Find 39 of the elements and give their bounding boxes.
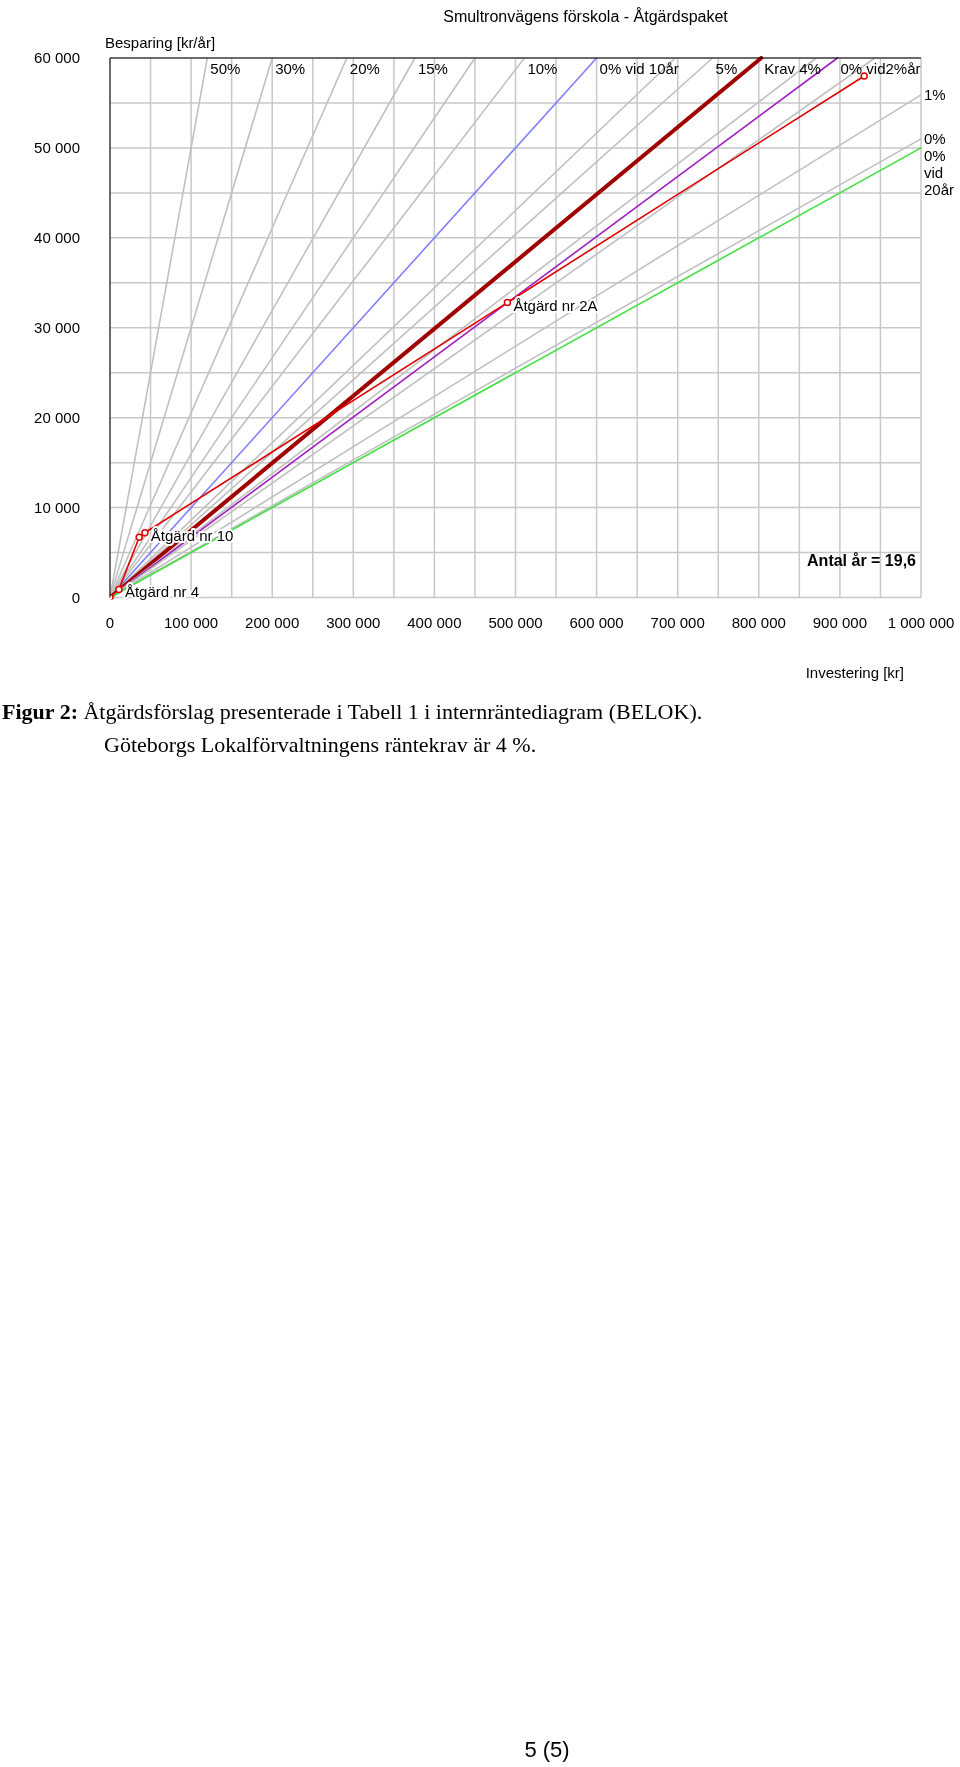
series-label: 0% vid 10år <box>599 60 679 77</box>
series-label: 15% <box>417 60 448 77</box>
y-tick-label: 30 000 <box>34 318 80 336</box>
y-tick-label: 20 000 <box>34 408 80 426</box>
x-tick-label: 1 000 000 <box>887 613 955 631</box>
series-label: 20% <box>349 60 380 77</box>
x-tick-label: 300 000 <box>326 613 381 631</box>
annotation: Åtgärd nr 4 <box>124 583 200 601</box>
series-label: 0% vid2%år <box>840 60 921 77</box>
y-tick-label: 0 <box>71 588 80 606</box>
series-label: 0% <box>924 129 946 147</box>
series-label: 1% <box>924 85 946 103</box>
series-label: 50% <box>210 60 241 77</box>
chart-title: Smultronvägens förskola - Åtgärdspaket <box>443 7 729 25</box>
text: Göteborgs Lokalförvaltningens räntekrav är 4 %. <box>104 732 537 757</box>
x-axis-title: Investering [kr] <box>805 663 904 681</box>
annotation: Antal år = 19,6 <box>807 551 917 569</box>
x-tick-label: 900 000 <box>812 613 868 631</box>
x-tick-label: 400 000 <box>407 613 462 631</box>
x-tick-label: 0 <box>105 613 115 631</box>
x-tick-label: 700 000 <box>650 613 705 631</box>
y-tick-label: 40 000 <box>34 228 80 246</box>
y-axis-title: Besparing [kr/år] <box>105 34 216 51</box>
series-label: Krav 4% <box>764 60 821 77</box>
x-tick-label: 600 000 <box>569 613 624 631</box>
x-tick-label: 100 000 <box>163 613 219 631</box>
x-tick-label: 800 000 <box>731 613 786 631</box>
text: Figur 2: Åtgärdsförslag presenterade i Tabell 1 i internräntediagram (BELOK). <box>2 699 703 724</box>
y-tick-label: 60 000 <box>34 49 80 66</box>
annotation: Åtgärd nr 2A <box>513 296 598 314</box>
y-tick-label: 10 000 <box>34 498 80 516</box>
y-tick-label: 50 000 <box>34 138 80 156</box>
series-label: 10% <box>527 60 558 77</box>
series-label: 30% <box>275 60 306 77</box>
series-label: 0% vid 20år <box>924 146 955 198</box>
series-label: 5% <box>715 60 738 77</box>
x-tick-label: 500 000 <box>488 613 543 631</box>
text: 5 (5) <box>524 1737 570 1762</box>
x-tick-label: 200 000 <box>245 613 300 631</box>
